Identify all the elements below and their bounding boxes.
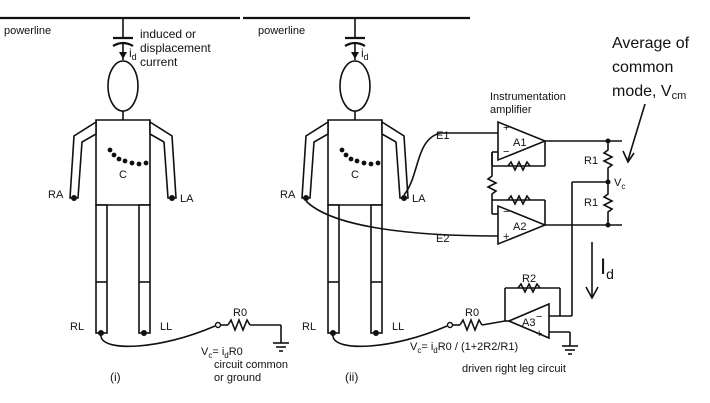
electrode-ra-i xyxy=(71,195,77,201)
powerline-label-ii: powerline xyxy=(258,25,305,37)
induced-line3: current xyxy=(140,55,178,69)
current-arrow-icon xyxy=(119,52,127,59)
resistor-a2-feedback xyxy=(507,194,531,206)
avg-line2: common xyxy=(612,59,673,76)
electrode-ra-ii xyxy=(303,195,309,201)
panel-i: powerline id induced or displacement cur… xyxy=(0,16,289,384)
rl-lead-ii xyxy=(332,325,448,348)
induced-line1: induced or xyxy=(140,27,196,41)
capacitor-plate-curved xyxy=(112,41,134,47)
label-e2: E2 xyxy=(436,233,449,245)
label-rl-ii: RL xyxy=(302,321,316,333)
resistor-r1-top xyxy=(602,141,614,180)
ground-label-2: or ground xyxy=(214,372,261,384)
right-leg-ii xyxy=(327,204,340,334)
electrode-la-i xyxy=(169,195,175,201)
label-a3: A3 xyxy=(522,317,535,329)
drl-label: driven right leg circuit xyxy=(462,363,566,375)
a3-plus: + xyxy=(536,328,542,340)
label-la-ii: LA xyxy=(412,193,426,205)
label-vc-midpoint: Vc xyxy=(614,177,625,191)
lead-e2 xyxy=(305,200,499,237)
label-r0-ii: R0 xyxy=(465,307,479,319)
label-c-ii: C xyxy=(351,169,359,181)
opamp-a3 xyxy=(506,302,550,340)
left-arm-ii xyxy=(381,120,409,199)
torso-ii xyxy=(327,119,383,206)
right-arm-ii xyxy=(301,120,329,199)
avg-line3: mode, Vcm xyxy=(612,83,686,102)
resistor-r0-ii xyxy=(459,317,483,333)
electrode-rl-ii xyxy=(330,330,336,336)
powerline-label-i: powerline xyxy=(4,25,51,37)
label-r2: R2 xyxy=(522,273,536,285)
head-i xyxy=(107,60,139,112)
right-arm-i xyxy=(69,120,97,199)
lead-e1 xyxy=(403,132,498,196)
electrode-ll-ii xyxy=(373,330,379,336)
right-leg-i xyxy=(95,204,108,334)
avg-arrow-head-icon xyxy=(622,150,635,164)
a1-plus: + xyxy=(503,122,509,134)
inamp-label-1: Instrumentation xyxy=(490,91,566,103)
left-leg-ii xyxy=(370,204,383,334)
label-ll-ii: LL xyxy=(392,321,404,333)
electrode-la-ii xyxy=(401,195,407,201)
label-a2: A2 xyxy=(513,221,526,233)
resistor-a1-feedback xyxy=(507,160,531,172)
resistor-gain xyxy=(486,172,498,198)
current-symbol-ii: id xyxy=(361,46,369,62)
label-r1-bottom: R1 xyxy=(584,197,598,209)
left-arm-i xyxy=(149,120,177,199)
label-la-i: LA xyxy=(180,193,194,205)
annotations: Average of common mode, Vcm Id xyxy=(585,35,690,300)
id-arrow-head-icon xyxy=(585,286,599,300)
panel-label-i: (i) xyxy=(110,370,121,384)
electrode-rl-i xyxy=(98,330,104,336)
label-e1: E1 xyxy=(436,130,449,142)
opamp-a1 xyxy=(497,120,548,162)
a2-minus: − xyxy=(503,206,509,218)
label-ra-i: RA xyxy=(48,189,64,201)
equation-i: Vc= idR0 xyxy=(201,346,243,360)
a2-plus: + xyxy=(503,231,509,243)
label-rl-i: RL xyxy=(70,321,84,333)
equation-ii: Vc= idR0 / (1+2R2/R1) xyxy=(410,341,518,355)
electrode-ll-i xyxy=(141,330,147,336)
label-ra-ii: RA xyxy=(280,189,296,201)
panel-ii: powerline id C RA LA RL LL E1 xyxy=(243,16,625,384)
a1-minus: − xyxy=(503,146,509,158)
opamp-a2 xyxy=(497,204,548,246)
resistor-r1-bottom xyxy=(602,183,614,225)
label-c-i: C xyxy=(119,169,127,181)
label-r1-top: R1 xyxy=(584,155,598,167)
induced-line2: displacement xyxy=(140,41,211,55)
label-ll-i: LL xyxy=(160,321,172,333)
avg-arrow xyxy=(627,103,646,161)
a3-minus: − xyxy=(536,311,542,323)
head-ii xyxy=(339,60,371,112)
id-label: Id xyxy=(600,254,614,282)
avg-line1: Average of xyxy=(612,35,690,52)
panel-label-ii: (ii) xyxy=(345,370,358,384)
rl-lead-i xyxy=(100,325,216,348)
torso-i xyxy=(95,119,151,206)
ground-label-1: circuit common xyxy=(214,359,288,371)
current-symbol-i: id xyxy=(129,46,137,62)
resistor-r0-i xyxy=(227,317,251,333)
inamp-label-2: amplifier xyxy=(490,104,532,116)
left-leg-i xyxy=(138,204,151,334)
label-a1: A1 xyxy=(513,137,526,149)
current-arrow-icon-ii xyxy=(351,52,359,59)
label-r0-i: R0 xyxy=(233,307,247,319)
resistor-r2 xyxy=(517,282,541,294)
